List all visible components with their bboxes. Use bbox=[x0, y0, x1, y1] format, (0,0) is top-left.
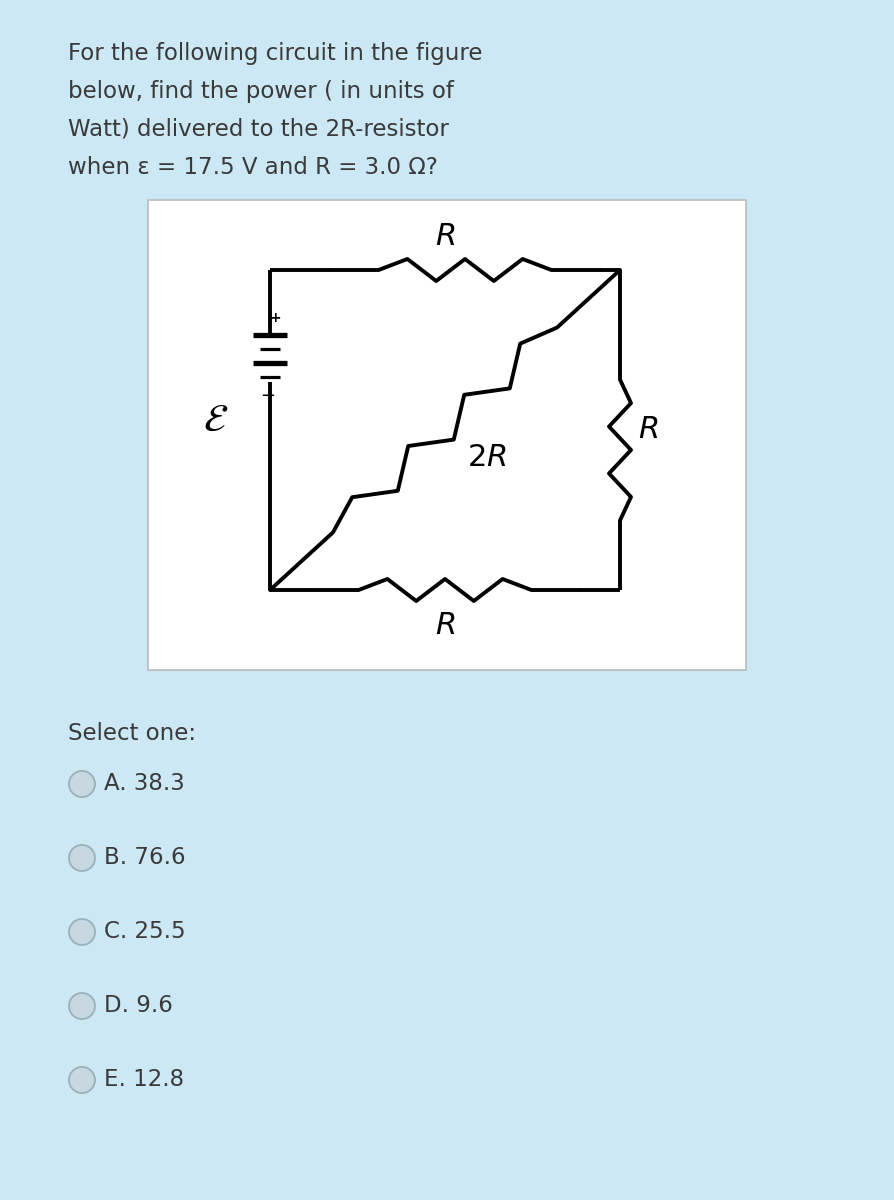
Text: when ε = 17.5 V and R = 3.0 Ω?: when ε = 17.5 V and R = 3.0 Ω? bbox=[68, 156, 438, 179]
Circle shape bbox=[69, 770, 95, 797]
Text: $\mathcal{E}$: $\mathcal{E}$ bbox=[203, 402, 228, 438]
Text: $R$: $R$ bbox=[434, 610, 455, 641]
Circle shape bbox=[69, 845, 95, 871]
Circle shape bbox=[69, 919, 95, 946]
Text: For the following circuit in the figure: For the following circuit in the figure bbox=[68, 42, 483, 65]
Text: $R$: $R$ bbox=[434, 221, 455, 252]
Text: A. 38.3: A. 38.3 bbox=[104, 773, 185, 796]
Text: D. 9.6: D. 9.6 bbox=[104, 995, 173, 1018]
Text: E. 12.8: E. 12.8 bbox=[104, 1068, 184, 1092]
Text: B. 76.6: B. 76.6 bbox=[104, 846, 186, 870]
Circle shape bbox=[69, 994, 95, 1019]
Text: $2R$: $2R$ bbox=[467, 443, 507, 474]
Text: C. 25.5: C. 25.5 bbox=[104, 920, 186, 943]
Circle shape bbox=[69, 1067, 95, 1093]
Text: Select one:: Select one: bbox=[68, 722, 196, 745]
FancyBboxPatch shape bbox=[148, 200, 746, 670]
Text: below, find the power ( in units of: below, find the power ( in units of bbox=[68, 80, 454, 103]
Text: +: + bbox=[269, 311, 281, 325]
Text: Watt) delivered to the 2R-resistor: Watt) delivered to the 2R-resistor bbox=[68, 118, 449, 140]
Text: $R$: $R$ bbox=[638, 414, 658, 445]
Text: −: − bbox=[260, 386, 275, 404]
